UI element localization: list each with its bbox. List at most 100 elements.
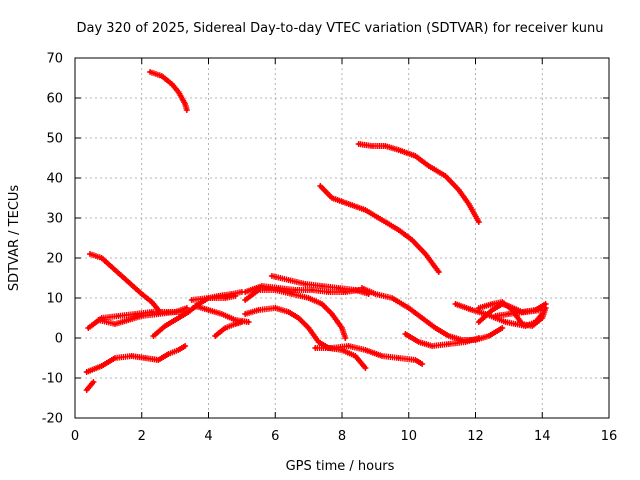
data-point — [143, 356, 147, 360]
data-point — [370, 144, 374, 148]
data-point — [273, 306, 277, 310]
data-point — [544, 302, 548, 306]
series-arc-11 — [212, 319, 245, 339]
data-point — [447, 334, 451, 338]
marker-trail — [212, 319, 245, 339]
data-point — [477, 336, 481, 340]
data-point — [467, 202, 471, 206]
data-point — [353, 354, 357, 358]
data-point — [330, 346, 334, 350]
data-point — [183, 102, 187, 106]
y-tick-label: -10 — [42, 372, 63, 387]
data-point — [327, 290, 331, 294]
data-point — [126, 318, 130, 322]
data-point — [170, 82, 174, 86]
data-point — [423, 252, 427, 256]
data-point — [185, 108, 189, 112]
data-point — [260, 284, 264, 288]
data-point — [410, 238, 414, 242]
y-tick-label: 70 — [46, 52, 63, 67]
data-point — [477, 220, 481, 224]
data-point — [240, 320, 244, 324]
data-point — [363, 366, 367, 370]
data-point — [390, 296, 394, 300]
data-point — [500, 300, 504, 304]
data-point — [310, 288, 314, 292]
data-point — [337, 286, 341, 290]
data-point — [443, 174, 448, 178]
data-point — [223, 326, 227, 330]
data-point — [487, 334, 491, 338]
data-point — [520, 322, 524, 326]
data-point — [363, 208, 367, 212]
data-point — [407, 306, 411, 310]
data-point — [303, 282, 307, 286]
data-point — [503, 320, 508, 324]
data-point — [113, 356, 117, 360]
data-point — [206, 308, 211, 312]
data-point — [457, 188, 461, 192]
x-tick-label: 0 — [71, 429, 79, 444]
data-point — [330, 196, 334, 200]
data-point — [176, 90, 181, 94]
data-point — [343, 336, 347, 340]
data-point — [190, 298, 194, 302]
series-arc-1 — [147, 69, 190, 113]
data-point — [297, 316, 301, 320]
data-point — [453, 302, 458, 306]
data-point — [413, 154, 417, 158]
data-point — [318, 184, 322, 188]
data-point — [150, 300, 154, 304]
marker-trail — [87, 251, 162, 313]
data-point — [193, 304, 197, 308]
data-point — [151, 334, 155, 338]
x-axis-label: GPS time / hours — [286, 459, 395, 474]
data-point — [447, 342, 451, 346]
data-point — [233, 322, 237, 326]
y-tick-label: -20 — [42, 412, 63, 427]
data-point — [160, 74, 164, 78]
data-point — [100, 364, 104, 368]
marker-trail — [312, 343, 426, 367]
data-point — [166, 352, 170, 356]
y-tick-label: 60 — [46, 92, 63, 107]
data-point — [91, 380, 95, 384]
data-point — [116, 314, 120, 318]
data-point — [470, 308, 474, 312]
data-point — [113, 322, 117, 326]
data-point — [185, 306, 189, 310]
data-point — [243, 290, 247, 294]
data-point — [493, 314, 498, 318]
data-point — [430, 344, 434, 348]
data-point — [183, 344, 187, 348]
series-arc-16 — [268, 273, 372, 297]
series-arc-23 — [492, 307, 546, 319]
y-tick-label: 50 — [46, 132, 63, 147]
data-point — [530, 324, 534, 328]
data-point — [307, 296, 311, 300]
data-point — [140, 292, 144, 296]
x-tick-label: 14 — [534, 429, 551, 444]
series-arc-12 — [188, 293, 239, 303]
data-point — [397, 356, 401, 360]
data-point — [223, 296, 227, 300]
data-point — [477, 306, 481, 310]
x-tick-label: 16 — [601, 429, 618, 444]
data-point — [307, 326, 311, 330]
data-point — [287, 310, 291, 314]
data-point — [507, 312, 511, 316]
y-tick-label: 20 — [46, 252, 63, 267]
y-axis-label: SDTVAR / TECUs — [7, 185, 22, 292]
series-arc-4 — [87, 251, 162, 313]
data-point — [233, 294, 237, 298]
grid-lines — [75, 58, 609, 418]
data-point — [140, 314, 144, 318]
data-point — [490, 308, 494, 312]
data-point — [156, 312, 160, 316]
data-point — [313, 346, 317, 350]
data-point — [86, 326, 90, 330]
series-arc-6 — [95, 305, 190, 327]
data-point — [397, 228, 401, 232]
series-arc-13 — [242, 305, 369, 371]
marker-trail — [83, 343, 189, 375]
